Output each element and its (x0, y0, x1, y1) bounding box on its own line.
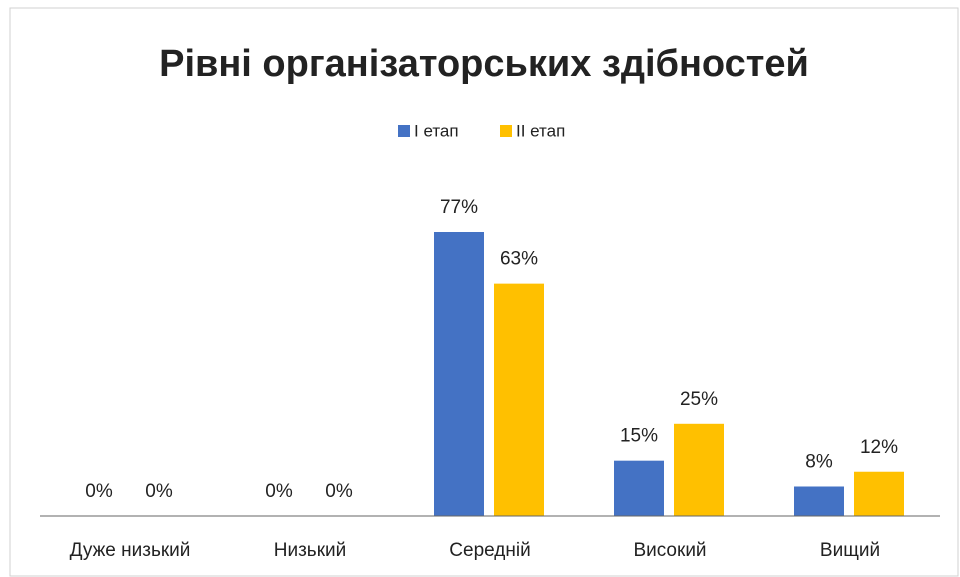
data-label: 8% (805, 452, 833, 473)
bar (794, 486, 844, 516)
data-label: 77% (440, 197, 478, 218)
bar (434, 232, 484, 516)
x-tick-label: Високий (633, 540, 706, 561)
bar (674, 423, 724, 516)
data-label: 0% (85, 481, 113, 502)
data-label: 12% (860, 437, 898, 458)
legend-swatch (500, 125, 512, 137)
data-label: 25% (680, 389, 718, 410)
legend-label: ІІ етап (516, 121, 565, 140)
data-label: 0% (325, 481, 353, 502)
x-tick-label: Дуже низький (70, 540, 191, 561)
legend-swatch (398, 125, 410, 137)
data-label: 15% (620, 426, 658, 447)
x-tick-label: Вищий (820, 540, 880, 561)
x-tick-label: Середній (449, 540, 530, 561)
data-label: 63% (500, 249, 538, 270)
x-tick-label: Низький (274, 540, 346, 561)
bar (614, 460, 664, 516)
bar (494, 283, 544, 516)
data-label: 0% (265, 481, 293, 502)
chart-title: Рівні організаторських здібностей (159, 43, 809, 85)
bar (854, 471, 904, 516)
data-label: 0% (145, 481, 173, 502)
legend-label: І етап (414, 121, 459, 140)
